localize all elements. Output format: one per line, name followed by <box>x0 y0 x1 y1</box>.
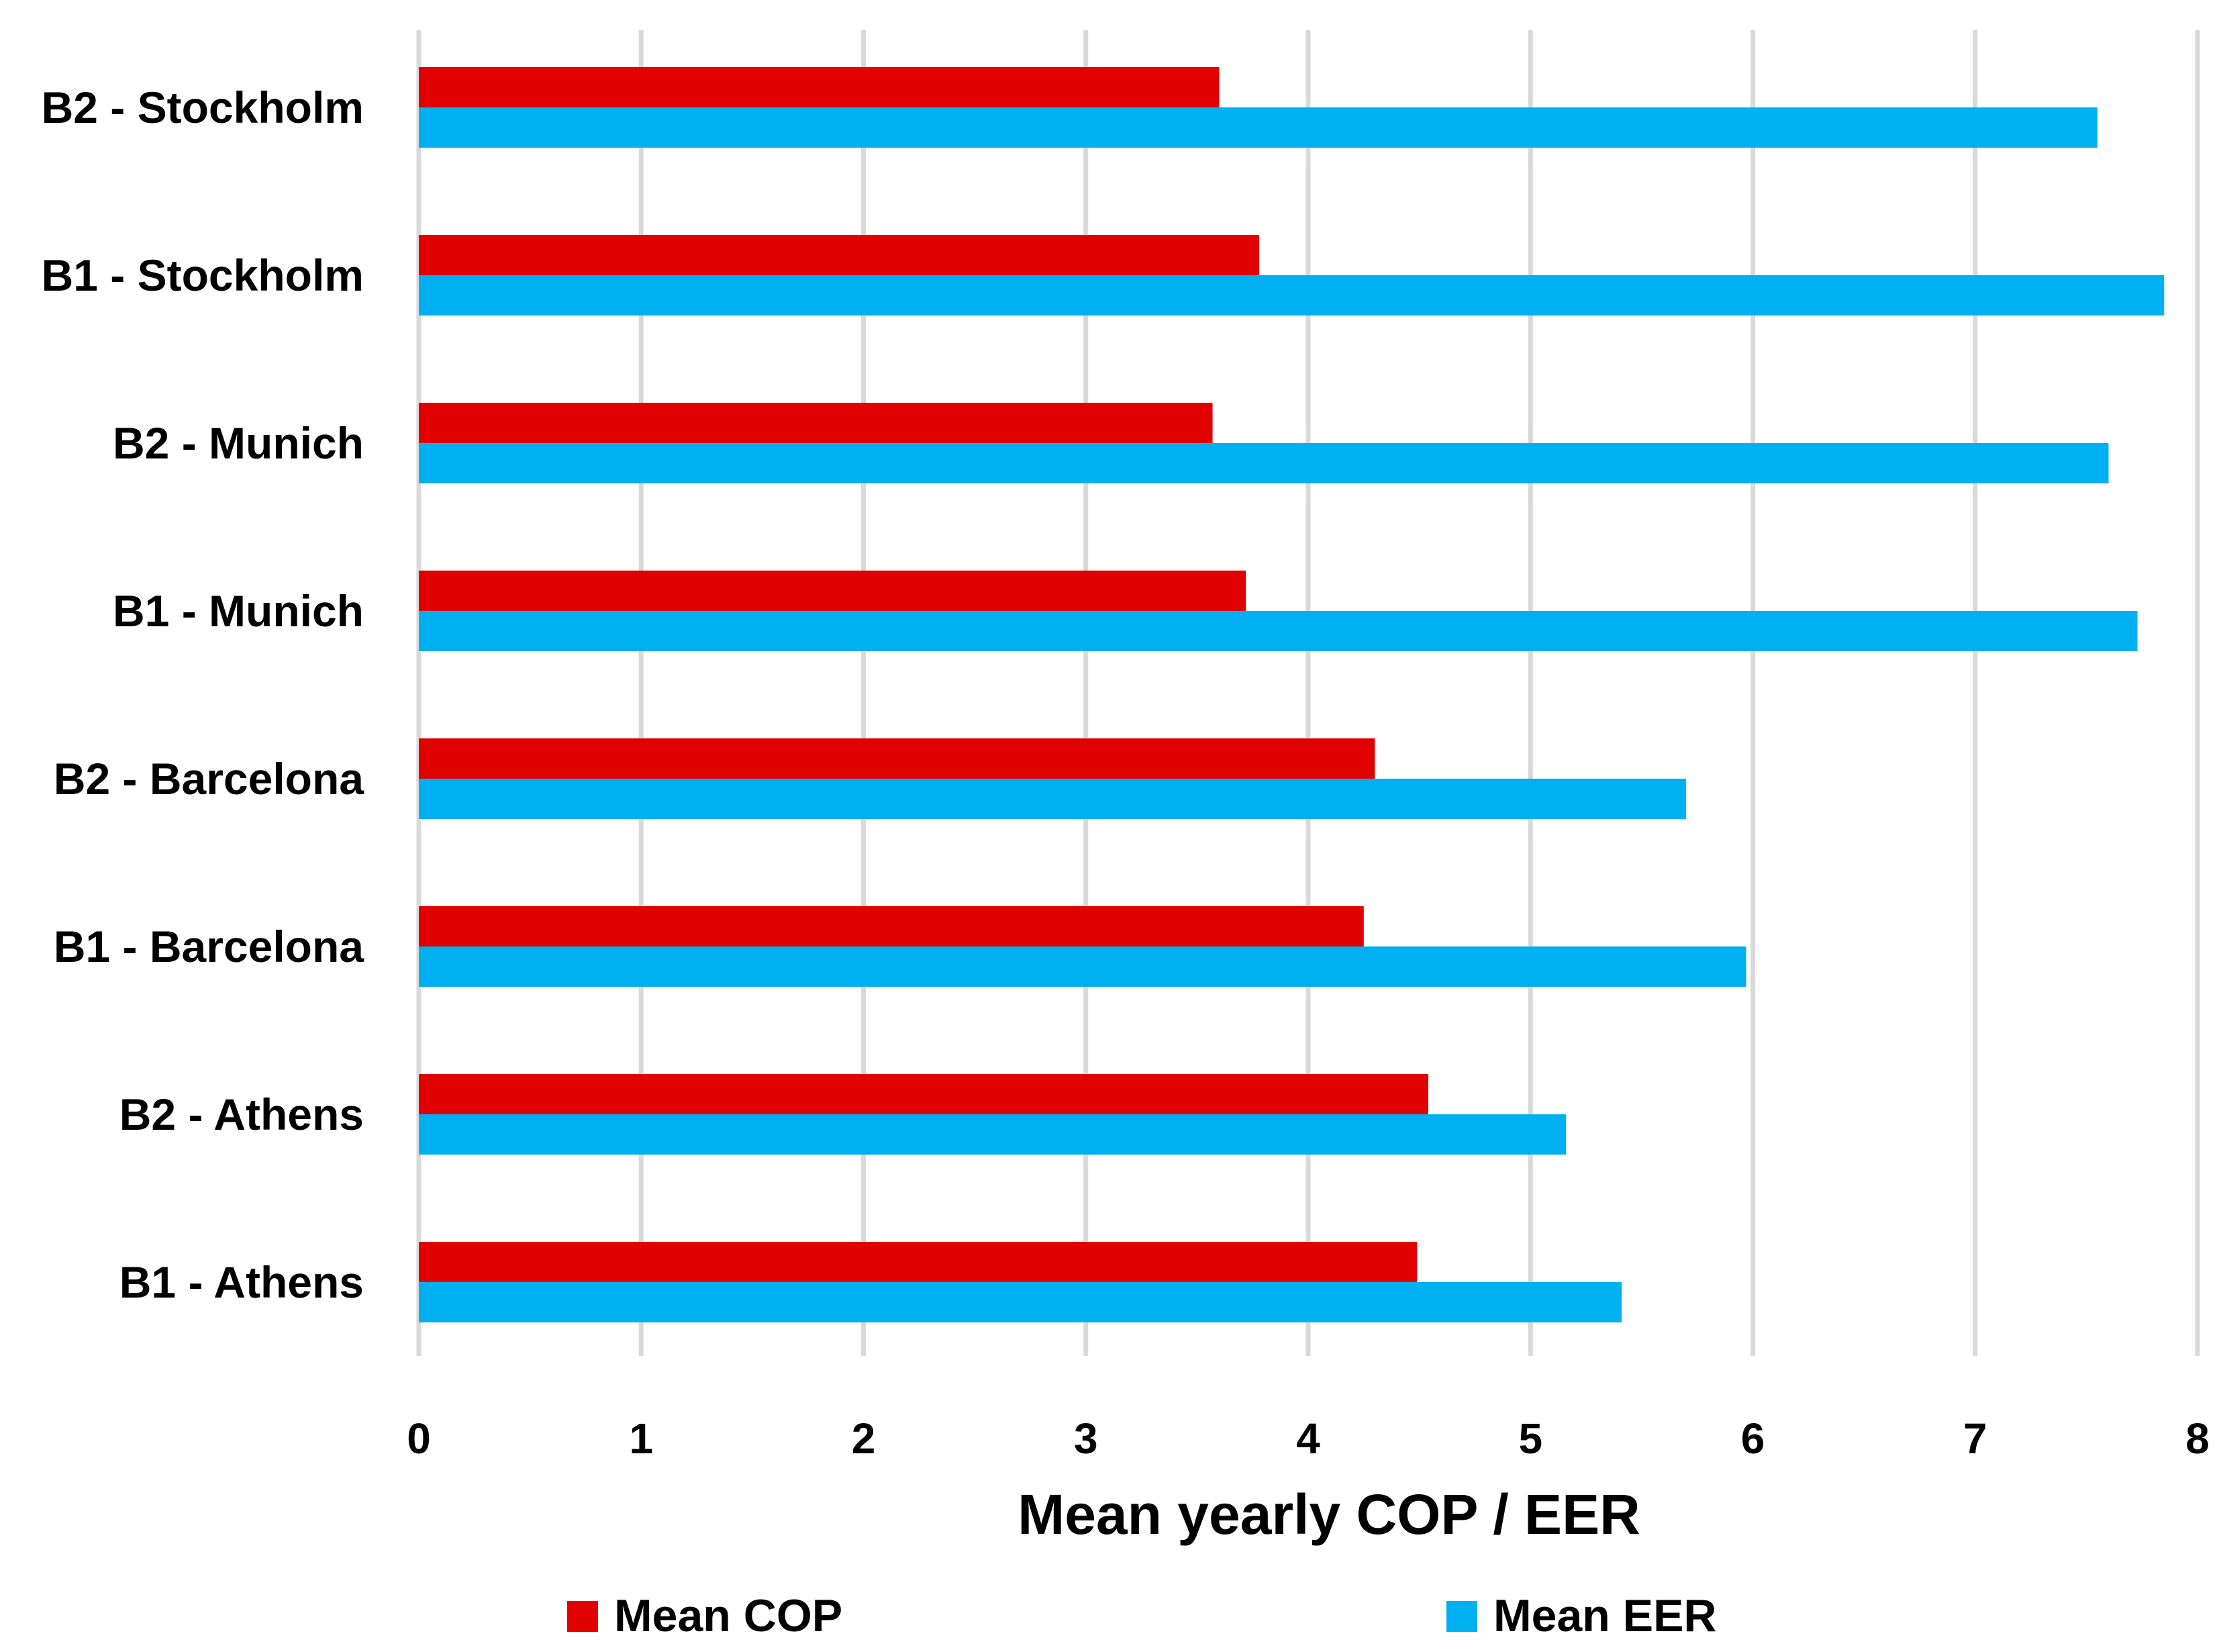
legend-label-mean-eer: Mean EER <box>1493 1590 1717 1641</box>
bar-mean-cop-b1-munich <box>419 571 1246 611</box>
legend-swatch-mean-eer <box>1446 1601 1477 1632</box>
x-tick-label-4: 4 <box>1296 1414 1320 1463</box>
category-labels: B2 - Stockholm B1 - Stockholm B2 - Munich B… <box>42 83 365 1307</box>
x-tick-label-2: 2 <box>852 1414 876 1463</box>
gridlines <box>416 30 2200 1356</box>
x-tick-label-0: 0 <box>407 1414 431 1463</box>
category-label-b1-athens: B1 - Athens <box>119 1257 364 1307</box>
bar-mean-eer-b1-munich <box>419 611 2138 651</box>
bar-mean-cop-b2-athens <box>419 1074 1428 1114</box>
x-tick-label-3: 3 <box>1074 1414 1098 1463</box>
category-label-b1-munich: B1 - Munich <box>113 586 364 636</box>
bar-mean-eer-b1-stockholm <box>419 275 2165 315</box>
bar-mean-eer-b2-munich <box>419 443 2109 483</box>
legend-label-mean-cop: Mean COP <box>614 1590 842 1641</box>
x-tick-labels: 0 1 2 3 4 5 6 7 8 <box>407 1414 2210 1463</box>
bars <box>419 67 2165 1322</box>
category-label-b2-athens: B2 - Athens <box>119 1089 364 1139</box>
bar-mean-cop-b2-barcelona <box>419 738 1375 779</box>
bar-mean-cop-b2-munich <box>419 403 1213 443</box>
category-label-b1-barcelona: B1 - Barcelona <box>54 922 364 971</box>
x-axis-title: Mean yearly COP / EER <box>1018 1483 1640 1546</box>
bar-mean-cop-b1-barcelona <box>419 906 1364 946</box>
x-tick-label-8: 8 <box>2185 1414 2210 1463</box>
bar-mean-cop-b1-stockholm <box>419 235 1260 275</box>
bar-mean-cop-b2-stockholm <box>419 67 1220 107</box>
x-tick-label-7: 7 <box>1963 1414 1987 1463</box>
bar-mean-eer-b2-athens <box>419 1114 1567 1155</box>
x-tick-label-1: 1 <box>629 1414 653 1463</box>
bar-mean-cop-b1-athens <box>419 1242 1418 1282</box>
legend: Mean COP Mean EER <box>567 1590 1717 1641</box>
category-label-b1-stockholm: B1 - Stockholm <box>42 250 364 300</box>
bar-mean-eer-b2-barcelona <box>419 779 1687 819</box>
x-tick-label-6: 6 <box>1741 1414 1765 1463</box>
category-label-b2-stockholm: B2 - Stockholm <box>42 83 364 132</box>
bar-mean-eer-b1-athens <box>419 1282 1622 1322</box>
x-tick-label-5: 5 <box>1518 1414 1542 1463</box>
category-label-b2-barcelona: B2 - Barcelona <box>54 754 364 804</box>
bar-mean-eer-b2-stockholm <box>419 107 2097 148</box>
legend-swatch-mean-cop <box>567 1601 598 1632</box>
bar-mean-eer-b1-barcelona <box>419 946 1746 987</box>
category-label-b2-munich: B2 - Munich <box>113 418 364 468</box>
